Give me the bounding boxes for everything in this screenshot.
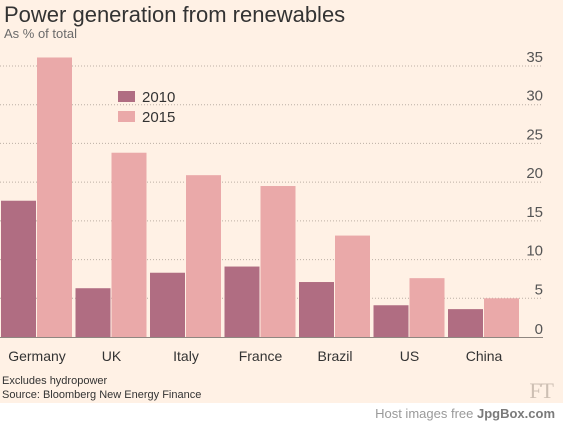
y-tick-label: 35 (526, 49, 543, 66)
y-tick-label: 10 (526, 243, 543, 260)
legend-swatch-2015 (118, 111, 135, 122)
bar-2010-uk (75, 288, 111, 337)
x-tick-label: US (400, 348, 419, 364)
bar-2015-china (484, 298, 519, 337)
bar-2015-italy (186, 175, 221, 337)
y-tick-label: 25 (526, 126, 543, 143)
y-tick-label: 15 (526, 204, 543, 221)
chart-subtitle: As % of total (4, 26, 77, 41)
ft-logo: FT (529, 378, 554, 403)
legend-swatch-2010 (118, 91, 135, 102)
watermark-site[interactable]: JpgBox.com (476, 406, 555, 421)
bar-2010-france (224, 266, 260, 337)
bar-2015-uk (111, 152, 147, 337)
bar-2015-brazil (335, 235, 370, 337)
y-tick-label: 20 (526, 165, 543, 182)
bar-2010-italy (150, 272, 185, 337)
x-tick-label: Italy (173, 348, 199, 364)
source-note: Source: Bloomberg New Energy Finance (2, 389, 202, 401)
footnote: Excludes hydropower (2, 375, 108, 387)
x-tick-label: France (239, 348, 283, 364)
bar-2010-brazil (299, 282, 334, 337)
bar-2015-germany (37, 57, 72, 338)
bar-2015-france (260, 186, 296, 337)
bar-2015-us (409, 278, 445, 337)
watermark[interactable]: Host images free JpgBox.com (375, 406, 555, 421)
y-tick-label: 0 (535, 321, 543, 338)
chart-title: Power generation from renewables (4, 2, 346, 27)
watermark-prefix: Host images free (375, 406, 474, 421)
bar-2010-us (373, 305, 409, 337)
x-tick-label: Brazil (317, 348, 352, 364)
bar-2010-china (448, 309, 483, 337)
x-tick-label: Germany (8, 348, 66, 364)
legend-label-2010: 2010 (142, 89, 175, 106)
legend-label-2015: 2015 (142, 109, 175, 126)
bar-2010-germany (1, 200, 36, 337)
y-tick-label: 30 (526, 88, 543, 105)
x-tick-label: UK (102, 348, 122, 364)
y-tick-label: 5 (535, 281, 543, 298)
footer-bar (0, 403, 563, 430)
x-tick-label: China (466, 348, 503, 364)
